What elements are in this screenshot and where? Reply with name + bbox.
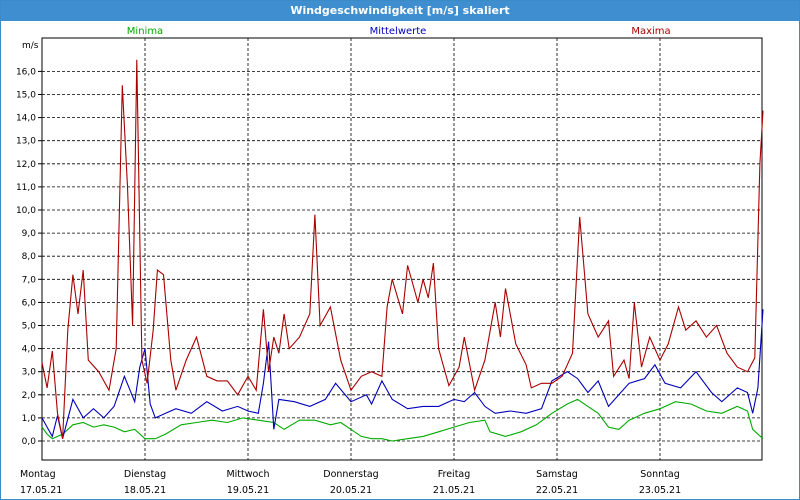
y-axis-ticks: 0,0 1,0 2,0 3,0 4,0 5,0 6,0 7,0 8,0 9,0 10,0 11,0 12… bbox=[16, 67, 42, 447]
x-date-label: 22.05.21 bbox=[536, 485, 578, 496]
y-tick-label: 15,0 bbox=[16, 91, 36, 101]
y-tick-label: 3,0 bbox=[22, 368, 37, 378]
series-line-mittelwerte bbox=[41, 309, 764, 439]
y-axis-unit-label: m/s bbox=[22, 41, 39, 51]
y-tick-label: 0,0 bbox=[22, 437, 37, 447]
x-day-label: Freitag bbox=[438, 469, 471, 480]
series-line-maxima bbox=[41, 59, 764, 439]
x-date-label: 18.05.21 bbox=[124, 485, 166, 496]
x-day-label: Montag bbox=[20, 469, 56, 480]
x-date-label: 19.05.21 bbox=[227, 485, 269, 496]
x-date-label: 21.05.21 bbox=[433, 485, 475, 496]
y-tick-label: 5,0 bbox=[22, 322, 37, 332]
y-tick-label: 8,0 bbox=[22, 252, 37, 262]
x-day-label: Sonntag bbox=[640, 469, 679, 480]
y-tick-label: 14,0 bbox=[16, 114, 36, 124]
series-lines bbox=[41, 59, 764, 442]
x-date-label: 23.05.21 bbox=[639, 485, 681, 496]
x-day-label: Samstag bbox=[536, 469, 578, 480]
x-day-label: Mittwoch bbox=[226, 469, 269, 480]
y-tick-label: 10,0 bbox=[16, 206, 36, 216]
x-axis-day-labels: Montag 17.05.21 Dienstag 18.05.21 Mittwoch 19… bbox=[20, 469, 681, 496]
x-date-label: 20.05.21 bbox=[330, 485, 372, 496]
legend-item-maxima: Maxima bbox=[631, 26, 670, 37]
y-tick-label: 13,0 bbox=[16, 137, 36, 147]
y-tick-label: 9,0 bbox=[22, 229, 37, 239]
y-tick-label: 2,0 bbox=[22, 391, 37, 401]
window-title: Windgeschwindigkeit [m/s] skaliert bbox=[1, 1, 799, 21]
y-tick-label: 1,0 bbox=[22, 414, 37, 424]
y-tick-label: 16,0 bbox=[16, 67, 36, 77]
y-tick-label: 6,0 bbox=[22, 298, 37, 308]
y-tick-label: 4,0 bbox=[22, 345, 37, 355]
series-line-minima bbox=[41, 398, 764, 442]
gridlines bbox=[42, 38, 762, 460]
legend-item-minima: Minima bbox=[127, 26, 163, 37]
x-date-label: 17.05.21 bbox=[20, 485, 62, 496]
x-day-label: Donnerstag bbox=[323, 469, 378, 480]
plot-area bbox=[41, 37, 763, 461]
y-tick-label: 12,0 bbox=[16, 160, 36, 170]
legend: Minima Mittelwerte Maxima bbox=[127, 26, 671, 37]
legend-item-mittelwerte: Mittelwerte bbox=[370, 26, 427, 37]
y-tick-label: 11,0 bbox=[16, 183, 36, 193]
x-day-label: Dienstag bbox=[124, 469, 166, 480]
y-tick-label: 7,0 bbox=[22, 275, 37, 285]
